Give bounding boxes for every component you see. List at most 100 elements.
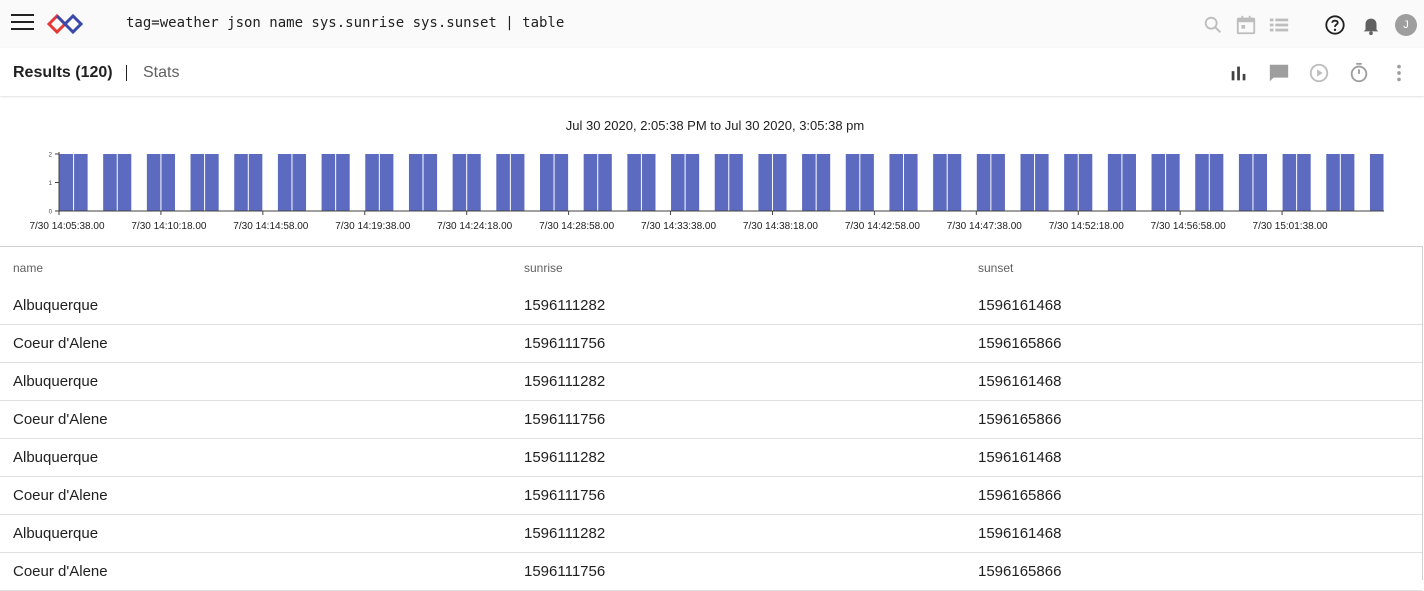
table-row[interactable]: Albuquerque 1596111282 1596161468 xyxy=(0,287,1422,325)
histogram-bar[interactable] xyxy=(205,154,219,211)
query-input[interactable]: tag=weather json name sys.sunrise sys.su… xyxy=(126,15,565,31)
histogram-bar[interactable] xyxy=(321,154,336,211)
histogram-bar[interactable] xyxy=(1035,154,1049,211)
histogram-bar[interactable] xyxy=(74,154,88,211)
cell-name: Coeur d'Alene xyxy=(13,411,108,428)
histogram-chart: 0 1 2 7/30 14:05:38.00 7/30 14:10:18.00 7/30 … xyxy=(29,152,1384,232)
histogram-bar[interactable] xyxy=(714,154,729,211)
histogram-bar[interactable] xyxy=(103,154,117,211)
table-row[interactable]: Coeur d'Alene 1596111756 1596165866 xyxy=(0,477,1422,515)
histogram-bar[interactable] xyxy=(496,154,510,211)
histogram-bar[interactable] xyxy=(379,154,394,211)
histogram-bar[interactable] xyxy=(365,154,379,211)
histogram-bar[interactable] xyxy=(641,154,656,211)
histogram-bar[interactable] xyxy=(1209,154,1224,211)
x-tick-label: 7/30 14:28:58.00 xyxy=(539,221,615,232)
histogram-bar[interactable] xyxy=(671,154,685,211)
histogram-bar[interactable] xyxy=(729,154,743,211)
histogram-bar[interactable] xyxy=(1340,154,1355,211)
menu-icon[interactable] xyxy=(11,14,35,34)
histogram-bar[interactable] xyxy=(467,154,481,211)
histogram-bar[interactable] xyxy=(117,154,132,211)
list-icon[interactable] xyxy=(1268,14,1290,36)
results-table: name sunrise sunset Albuquerque 159611128… xyxy=(0,246,1423,591)
histogram-bar[interactable] xyxy=(336,154,350,211)
histogram-bar[interactable] xyxy=(539,154,554,211)
cell-sunrise: 1596111756 xyxy=(524,335,606,352)
logo-icon[interactable] xyxy=(46,11,86,37)
histogram-bar[interactable] xyxy=(758,154,772,211)
histogram-bar[interactable] xyxy=(802,154,816,211)
histogram-bar[interactable] xyxy=(1020,154,1035,211)
histogram-bar[interactable] xyxy=(904,154,918,211)
table-row[interactable]: Coeur d'Alene 1596111756 1596165866 xyxy=(0,553,1422,591)
histogram-bar[interactable] xyxy=(860,154,874,211)
table-row[interactable]: Coeur d'Alene 1596111756 1596165866 xyxy=(0,325,1422,363)
table-row[interactable]: Coeur d'Alene 1596111756 1596165866 xyxy=(0,401,1422,439)
comment-icon[interactable] xyxy=(1268,62,1290,84)
table-row[interactable]: Albuquerque 1596111282 1596161468 xyxy=(0,515,1422,553)
cell-sunrise: 1596111756 xyxy=(524,563,606,580)
histogram-bar[interactable] xyxy=(292,154,307,211)
results-header: Results (120) Stats xyxy=(0,48,1424,96)
histogram-bar[interactable] xyxy=(277,154,292,211)
x-tick-label: 7/30 14:38:18.00 xyxy=(743,221,819,232)
histogram-bar[interactable] xyxy=(976,154,991,211)
histogram-bar[interactable] xyxy=(1151,154,1166,211)
histogram-bar[interactable] xyxy=(1238,154,1253,211)
histogram-bar[interactable] xyxy=(1297,154,1311,211)
histogram-bar[interactable] xyxy=(1064,154,1078,211)
histogram-bar[interactable] xyxy=(1282,154,1297,211)
histogram-bar[interactable] xyxy=(816,154,831,211)
tab-stats[interactable]: Stats xyxy=(143,64,180,81)
histogram-bar[interactable] xyxy=(991,154,1005,211)
x-tick-label: 7/30 14:10:18.00 xyxy=(131,221,207,232)
histogram-bar[interactable] xyxy=(146,154,161,211)
more-vert-icon[interactable] xyxy=(1388,62,1410,84)
bell-icon[interactable] xyxy=(1360,14,1382,36)
histogram-bar[interactable] xyxy=(248,154,263,211)
histogram-bar[interactable] xyxy=(889,154,904,211)
histogram-bar[interactable] xyxy=(1166,154,1180,211)
play-icon[interactable] xyxy=(1308,62,1330,84)
table-row[interactable]: Albuquerque 1596111282 1596161468 xyxy=(0,439,1422,477)
column-header-sunset[interactable]: sunset xyxy=(978,261,1014,275)
calendar-icon[interactable] xyxy=(1235,14,1257,36)
histogram-bar[interactable] xyxy=(452,154,467,211)
histogram-bar[interactable] xyxy=(1107,154,1122,211)
y-tick-label: 1 xyxy=(49,181,53,187)
histogram-bar[interactable] xyxy=(845,154,860,211)
cell-sunset: 1596165866 xyxy=(978,335,1062,352)
histogram-bar[interactable] xyxy=(1122,154,1136,211)
histogram-bar[interactable] xyxy=(583,154,598,211)
histogram-bar[interactable] xyxy=(1369,154,1384,211)
histogram-bar[interactable] xyxy=(947,154,962,211)
histogram-bar[interactable] xyxy=(190,154,205,211)
avatar[interactable]: J xyxy=(1395,14,1417,36)
help-icon[interactable] xyxy=(1324,14,1346,36)
histogram-bar[interactable] xyxy=(161,154,175,211)
histogram-bar[interactable] xyxy=(933,154,947,211)
column-header-sunrise[interactable]: sunrise xyxy=(524,261,563,275)
timer-icon[interactable] xyxy=(1348,62,1370,84)
histogram-bar[interactable] xyxy=(1078,154,1093,211)
histogram-bar[interactable] xyxy=(772,154,787,211)
y-tick-label: 0 xyxy=(49,210,53,216)
search-icon[interactable] xyxy=(1202,14,1224,36)
histogram-bar[interactable] xyxy=(59,154,74,211)
histogram-bar[interactable] xyxy=(598,154,612,211)
histogram-bar[interactable] xyxy=(1326,154,1340,211)
histogram-bar[interactable] xyxy=(510,154,525,211)
histogram-bar[interactable] xyxy=(234,154,248,211)
column-header-name[interactable]: name xyxy=(13,261,44,275)
histogram-bar[interactable] xyxy=(1253,154,1268,211)
histogram-bar[interactable] xyxy=(408,154,423,211)
histogram-bar[interactable] xyxy=(1195,154,1209,211)
histogram-bar[interactable] xyxy=(627,154,641,211)
tab-results[interactable]: Results (120) xyxy=(13,64,113,81)
histogram-bar[interactable] xyxy=(554,154,569,211)
table-row[interactable]: Albuquerque 1596111282 1596161468 xyxy=(0,363,1422,401)
histogram-bar[interactable] xyxy=(685,154,700,211)
histogram-bar[interactable] xyxy=(423,154,438,211)
bar-chart-icon[interactable] xyxy=(1228,62,1250,84)
